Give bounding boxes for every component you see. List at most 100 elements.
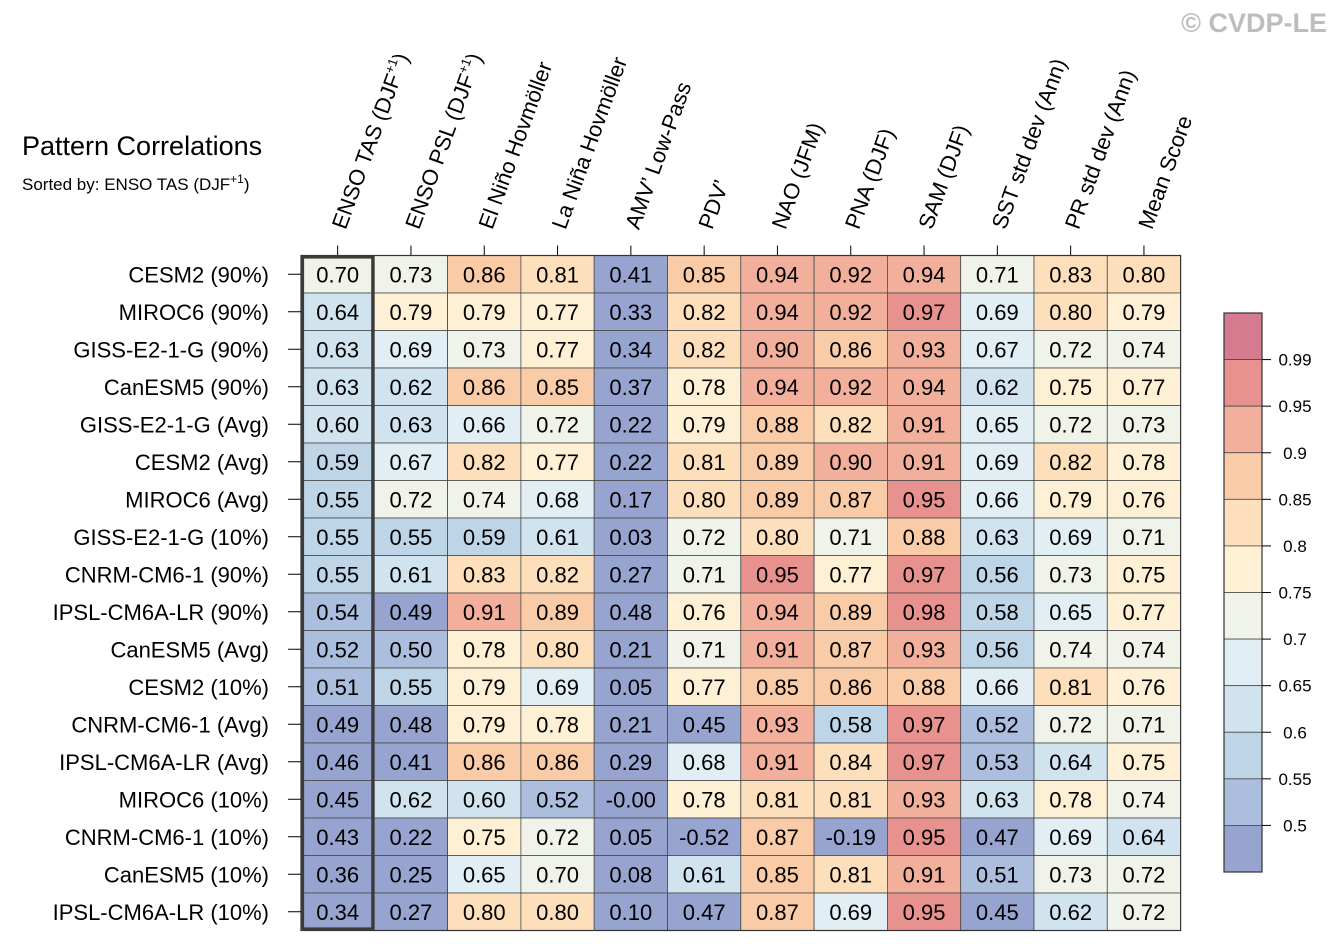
cell-value: 0.48 [390, 712, 433, 737]
heatmap-cell [593, 817, 668, 856]
cell-value: 0.87 [829, 637, 872, 662]
heatmap-cell [1106, 555, 1182, 594]
heatmap-cell [813, 892, 888, 931]
cell-value: 0.78 [536, 712, 579, 737]
cell-value: 0.83 [1049, 262, 1092, 287]
cell-value: 0.70 [536, 862, 579, 887]
row-label: GISS-E2-1-G (90%) [73, 337, 269, 362]
heatmap-cell [960, 442, 1035, 481]
cell-value: 0.98 [903, 600, 946, 625]
heatmap-cell [887, 705, 962, 744]
heatmap-cell [667, 892, 742, 931]
cell-value: 0.71 [976, 262, 1019, 287]
cell-value: 0.79 [683, 412, 726, 437]
cell-value: 0.77 [1123, 600, 1166, 625]
cell-value: 0.22 [609, 412, 652, 437]
heatmap-cell [887, 517, 962, 556]
cell-value: 0.69 [976, 300, 1019, 325]
cell-value: 0.17 [609, 487, 652, 512]
heatmap-cell [447, 555, 522, 594]
heatmap-cell [447, 330, 522, 369]
cell-value: 0.41 [609, 262, 652, 287]
colorbar-tick-label: 0.75 [1278, 584, 1311, 603]
cell-value: 0.59 [316, 450, 359, 475]
heatmap-cell [593, 480, 668, 519]
heatmap-cell [740, 555, 815, 594]
cell-value: 0.69 [976, 450, 1019, 475]
heatmap-cell [1106, 592, 1182, 631]
cell-value: 0.79 [1049, 487, 1092, 512]
cell-value: 0.29 [609, 750, 652, 775]
heatmap-cell [373, 480, 448, 519]
cell-value: 0.77 [536, 337, 579, 362]
cell-value: 0.86 [829, 675, 872, 700]
row-label: CESM2 (Avg) [135, 450, 269, 475]
cell-value: 0.34 [609, 337, 652, 362]
heatmap-cell [813, 742, 888, 781]
cell-value: 0.71 [1123, 525, 1166, 550]
heatmap-cell [813, 517, 888, 556]
heatmap-cell [520, 367, 595, 406]
heatmap-cell [300, 292, 375, 331]
heatmap-cell [447, 742, 522, 781]
row-label: CanESM5 (10%) [104, 862, 269, 887]
cell-value: 0.85 [756, 675, 799, 700]
cell-value: 0.69 [390, 337, 433, 362]
heatmap-cell [300, 480, 375, 519]
cell-value: 0.65 [463, 862, 506, 887]
column-label: PDV’ [693, 177, 734, 233]
cell-value: 0.54 [316, 600, 359, 625]
column-label-superscript: +1 [382, 56, 401, 75]
cell-value: 0.69 [1049, 525, 1092, 550]
cell-value: 0.91 [903, 412, 946, 437]
cell-value: 0.25 [390, 862, 433, 887]
cell-value: 0.46 [316, 750, 359, 775]
cell-value: 0.66 [463, 412, 506, 437]
cell-value: 0.82 [829, 412, 872, 437]
column-label: AMV’ Low-Pass [620, 79, 696, 233]
column-label: SST std dev (Ann) [987, 55, 1072, 232]
cell-value: 0.49 [390, 600, 433, 625]
row-label: GISS-E2-1-G (10%) [73, 525, 269, 550]
colorbar-swatch [1223, 545, 1263, 593]
cell-value: 0.89 [536, 600, 579, 625]
cell-value: 0.60 [316, 412, 359, 437]
cell-value: 0.63 [316, 375, 359, 400]
heatmap-cell [740, 780, 815, 819]
column-label: ENSO TAS (DJF+1) [326, 49, 414, 232]
colorbar-swatch [1223, 312, 1263, 360]
cell-value: 0.66 [976, 675, 1019, 700]
heatmap-cell [520, 855, 595, 894]
cell-value: 0.91 [756, 750, 799, 775]
cell-value: 0.61 [536, 525, 579, 550]
heatmap-cell [1033, 705, 1108, 744]
cell-value: 0.05 [609, 675, 652, 700]
row-label: MIROC6 (90%) [119, 300, 269, 325]
cell-value: 0.69 [1049, 825, 1092, 850]
heatmap-cell [667, 367, 742, 406]
cell-value: 0.55 [390, 525, 433, 550]
cell-value: 0.86 [463, 375, 506, 400]
cell-value: 0.90 [756, 337, 799, 362]
cell-value: 0.92 [829, 375, 872, 400]
heatmap-cell [887, 667, 962, 706]
cell-value: 0.61 [390, 562, 433, 587]
heatmap-cell [740, 855, 815, 894]
column-label: El Niño Hovmöller [473, 58, 557, 232]
row-label: MIROC6 (10%) [119, 787, 269, 812]
heatmap-cell [520, 480, 595, 519]
heatmap-cell [1033, 592, 1108, 631]
heatmap-cell [887, 255, 962, 294]
cell-value: 0.81 [829, 862, 872, 887]
heatmap-cell [1033, 330, 1108, 369]
cell-value: 0.87 [756, 900, 799, 925]
cell-value: 0.86 [463, 750, 506, 775]
cell-value: 0.03 [609, 525, 652, 550]
cell-value: 0.76 [1123, 675, 1166, 700]
cell-value: 0.22 [390, 825, 433, 850]
heatmap-cell [300, 780, 375, 819]
cell-value: 0.88 [903, 675, 946, 700]
cell-value: 0.92 [829, 300, 872, 325]
row-label: IPSL-CM6A-LR (Avg) [59, 750, 269, 775]
cell-value: 0.94 [903, 262, 946, 287]
